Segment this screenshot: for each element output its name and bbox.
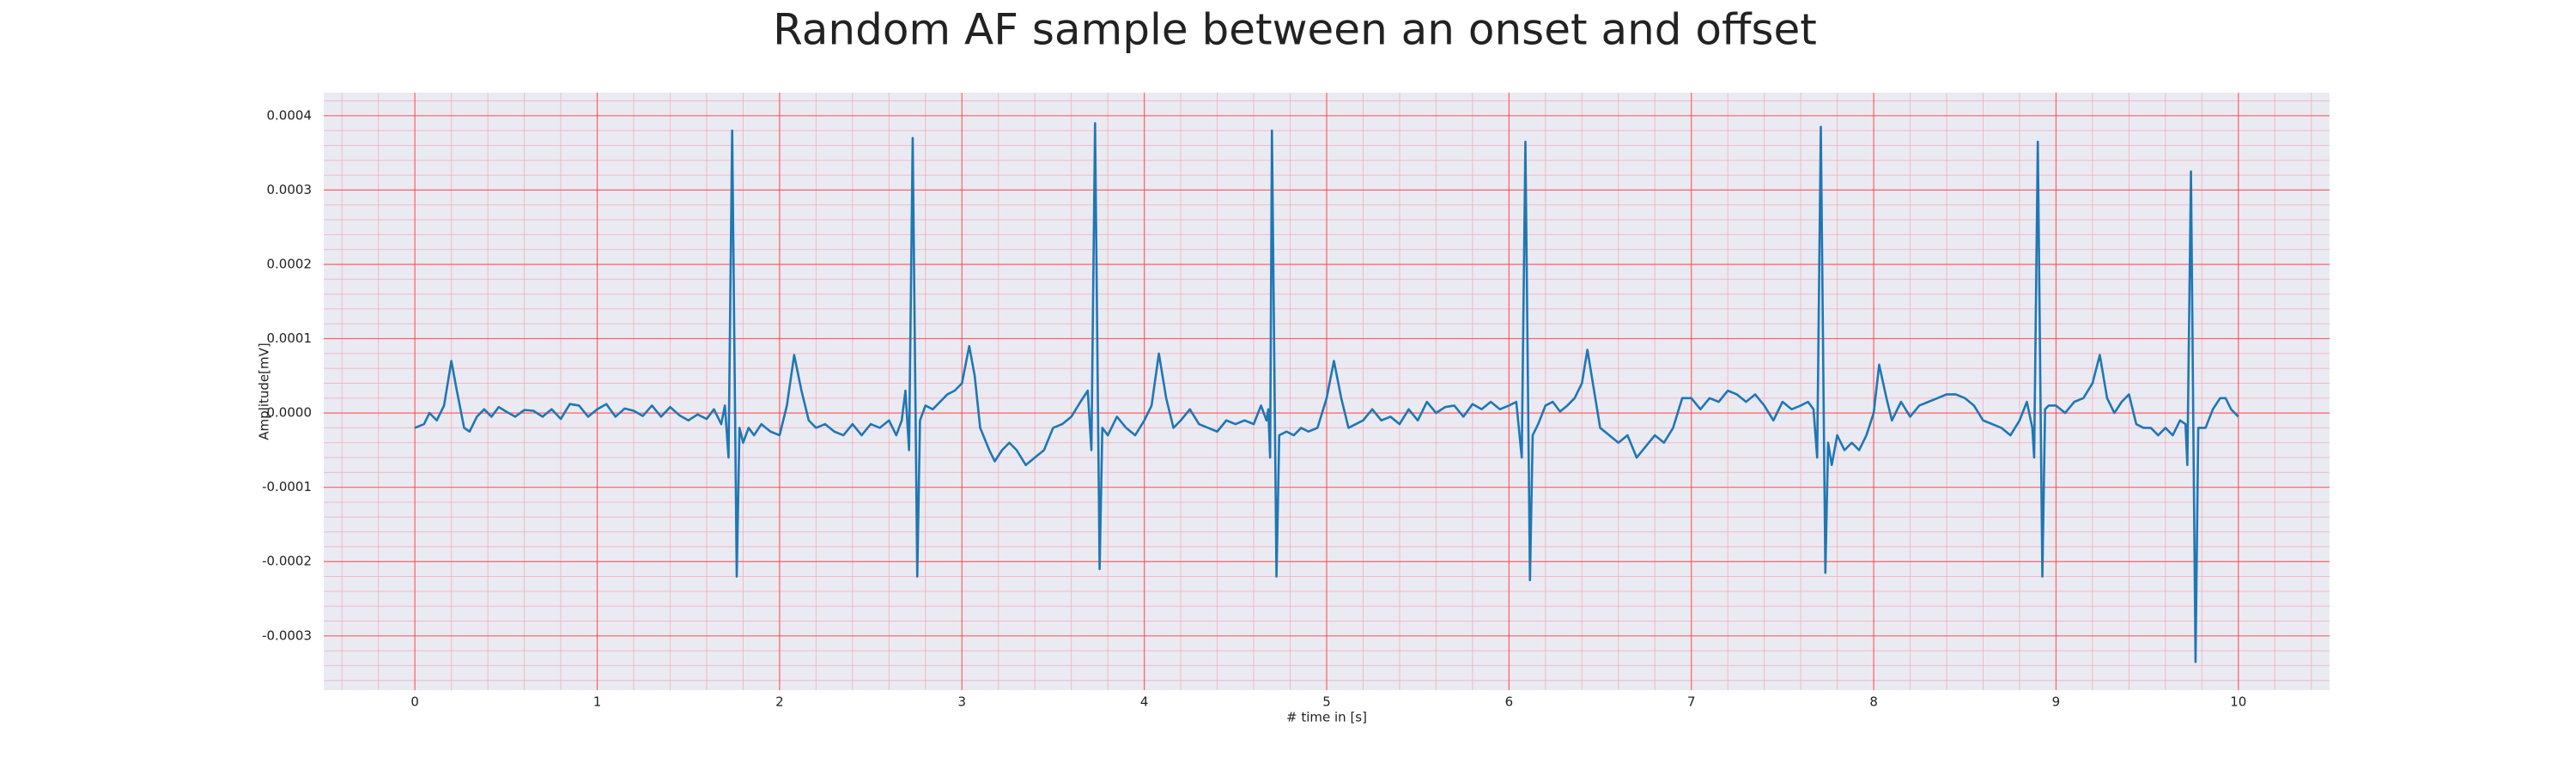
x-axis-label: # time in [s] [1286,710,1367,725]
x-tick-label: 1 [593,694,602,710]
x-tick-label: 8 [1869,694,1878,710]
ecg-line [414,122,2239,664]
x-tick-label: 10 [2230,694,2246,710]
x-tick-label: 5 [1322,694,1331,710]
y-tick-label: -0.0003 [262,627,312,643]
major-grid [324,93,2330,690]
x-tick-label: 4 [1140,694,1149,710]
x-tick-label: 7 [1687,694,1696,710]
y-tick-label: 0.0002 [267,256,313,271]
x-tick-label: 6 [1505,694,1514,710]
y-tick-label: 0.0001 [267,330,313,346]
x-tick-label: 9 [2052,694,2061,710]
x-tick-label: 2 [775,694,784,710]
y-tick-label: 0.0004 [267,107,313,123]
chart-title: Random AF sample between an onset and of… [773,5,1817,55]
x-tick-label: 0 [410,694,419,710]
y-tick-label: -0.0001 [262,479,312,494]
y-tick-label: 0.0003 [267,182,313,197]
series [414,122,2239,664]
x-tick-label: 3 [957,694,966,710]
y-tick-label: -0.0002 [262,554,312,569]
y-tick-label: 0.0000 [267,405,313,421]
y-axis-label: Amplitude[mV] [257,343,272,440]
